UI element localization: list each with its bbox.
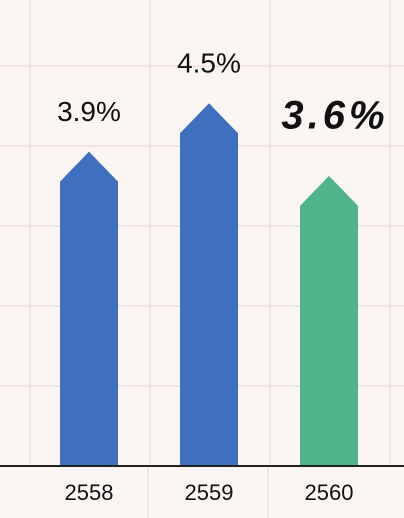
- bars: [60, 103, 358, 467]
- x-tick-label: 2558: [65, 480, 114, 505]
- value-label: 3.9%: [57, 96, 121, 127]
- bar: [60, 151, 118, 466]
- x-tick-label: 2560: [305, 480, 354, 505]
- value-label: 4.5%: [177, 48, 241, 79]
- bar: [180, 103, 238, 467]
- x-tick-label: 2559: [185, 480, 234, 505]
- value-label: 3.6%: [281, 93, 388, 137]
- bar: [300, 175, 358, 466]
